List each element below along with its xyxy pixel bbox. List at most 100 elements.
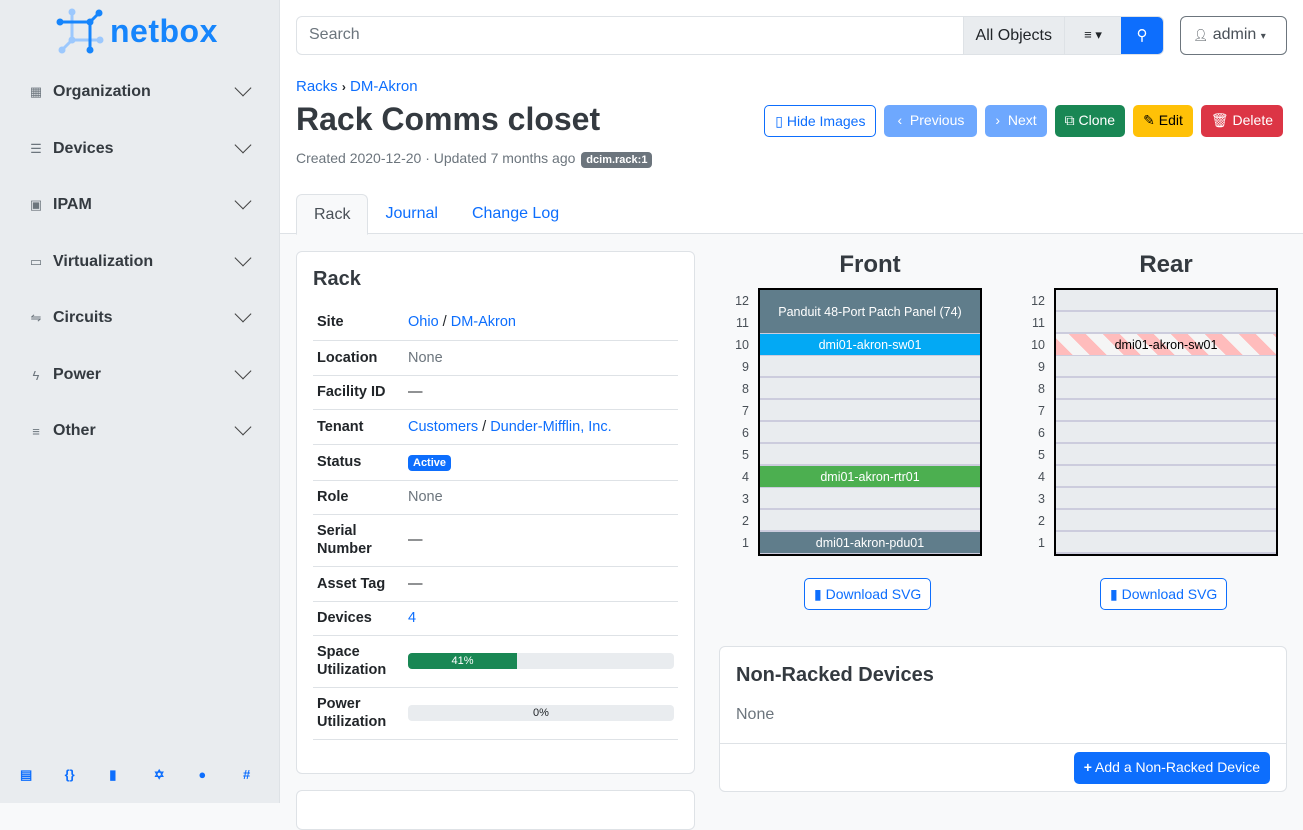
sidebar-item-devices[interactable]: ☰ Devices <box>0 129 279 169</box>
rack-unit-slot[interactable] <box>1056 400 1276 422</box>
download-rear-svg-button[interactable]: ▮ Download SVG <box>1100 578 1228 610</box>
github-icon[interactable]: ● <box>198 767 207 782</box>
rack-unit-slot[interactable] <box>760 444 980 466</box>
chevron-down-icon <box>234 79 252 97</box>
search-button[interactable]: ⚲ <box>1121 17 1163 54</box>
rack-unit-slot[interactable] <box>1056 312 1276 334</box>
rear-elevation-title: Rear <box>1139 251 1193 278</box>
devices-count-link[interactable]: 4 <box>408 610 417 626</box>
sidebar-item-organization[interactable]: ▦ Organization <box>0 72 279 112</box>
site-link[interactable]: DM-Akron <box>450 314 516 331</box>
rack-unit-slot[interactable] <box>760 422 980 444</box>
rack-unit-slot[interactable] <box>1056 378 1276 400</box>
nav-label: Virtualization <box>53 253 154 270</box>
rack-device[interactable]: dmi01-akron-rtr01 <box>760 466 980 487</box>
sidebar-item-ipam[interactable]: ▣ IPAM <box>0 185 279 225</box>
file-image-icon: ▯ <box>775 113 783 129</box>
add-non-racked-device-button[interactable]: + Add a Non-Racked Device <box>1073 752 1270 784</box>
front-rack-elevation: Panduit 48-Port Patch Panel (74) dmi01-ak… <box>758 288 982 556</box>
delete-button[interactable]: 🗑︎ Delete <box>1200 105 1283 137</box>
sidebar-item-circuits[interactable]: ⇋ Circuits <box>0 298 279 338</box>
rack-unit-slot[interactable] <box>1056 422 1276 444</box>
unit-number: 11 <box>1032 316 1045 330</box>
rack-unit-slot[interactable] <box>760 356 980 378</box>
filter-dropdown-icon[interactable]: ≡ ▾ <box>1064 17 1121 54</box>
unit-number: 6 <box>742 426 749 440</box>
tenant-link[interactable]: Dunder-Mifflin, Inc. <box>490 418 612 435</box>
non-racked-devices-card: Non-Racked Devices None + Add a Non-Rack… <box>719 646 1287 792</box>
serial-value: — <box>404 514 678 567</box>
rack-unit-slot[interactable] <box>760 378 980 400</box>
rack-device[interactable]: Panduit 48-Port Patch Panel (74) <box>760 290 980 333</box>
unit-number: 10 <box>1031 338 1045 352</box>
rack-device[interactable]: dmi01-akron-pdu01 <box>760 532 980 553</box>
edit-button[interactable]: ✎ Edit <box>1133 105 1193 137</box>
nav-label: Other <box>53 422 96 439</box>
netbox-logo[interactable]: netbox <box>56 8 218 54</box>
rack-unit-slot[interactable] <box>1056 488 1276 510</box>
download-front-svg-button[interactable]: ▮ Download SVG <box>804 578 932 610</box>
attr-label: Tenant <box>313 409 404 445</box>
sidebar-item-power[interactable]: ϟ Power <box>0 355 279 395</box>
search-input[interactable]: Search <box>309 26 360 43</box>
attr-label: Space Utilization <box>313 635 404 688</box>
unit-number: 7 <box>742 404 749 418</box>
sidebar-item-other[interactable]: ≡ Other <box>0 411 279 451</box>
chevron-down-icon <box>234 192 252 210</box>
server-icon: ☰ <box>30 141 42 156</box>
docs-icon[interactable]: ▮ <box>109 767 117 782</box>
location-value: None <box>404 340 678 376</box>
slack-icon[interactable]: # <box>242 767 251 782</box>
attr-label: Asset Tag <box>313 566 404 602</box>
file-icon: ▮ <box>814 586 822 602</box>
rack-unit-slot[interactable] <box>1056 510 1276 532</box>
label: Delete <box>1232 112 1273 128</box>
rack-unit-slot[interactable] <box>1056 290 1276 312</box>
tenant-group-link[interactable]: Customers <box>408 418 479 435</box>
tab-change-log[interactable]: Change Log <box>471 205 560 222</box>
rack-unit-slot[interactable] <box>1056 444 1276 466</box>
unit-number: 5 <box>1038 448 1045 462</box>
unit-number: 12 <box>1031 294 1045 308</box>
breadcrumb-racks[interactable]: Racks <box>296 78 338 95</box>
sidebar-item-virtualization[interactable]: ▭ Virtualization <box>0 242 279 282</box>
space-utilization-fill: 41% <box>408 653 518 669</box>
tab-rack[interactable]: Rack <box>296 194 369 235</box>
unit-number: 10 <box>735 338 749 352</box>
region-link[interactable]: Ohio <box>408 314 439 331</box>
rack-unit-slot[interactable] <box>760 400 980 422</box>
tab-journal[interactable]: Journal <box>385 205 438 222</box>
graphql-icon[interactable]: ✡ <box>153 767 165 782</box>
api-icon[interactable]: {} <box>64 767 75 782</box>
search-icon: ⚲ <box>1136 27 1148 44</box>
created-updated: Created 2020-12-20 · Updated 7 months ag… <box>296 150 576 166</box>
unit-number: 6 <box>1038 426 1045 440</box>
clone-button[interactable]: ⧉ Clone <box>1054 105 1126 137</box>
logo-text: netbox <box>110 12 218 49</box>
rear-rack-elevation: dmi01-akron-sw01 <box>1054 288 1278 556</box>
label: Edit <box>1158 112 1183 128</box>
user-menu-button[interactable]: 👤︎ admin ▾ <box>1180 16 1287 55</box>
breadcrumb-site[interactable]: DM-Akron <box>350 78 418 95</box>
rack-device[interactable]: dmi01-akron-sw01 <box>760 334 980 355</box>
rack-unit-slot[interactable] <box>1056 356 1276 378</box>
user-icon: 👤︎ <box>1193 28 1209 42</box>
label: Hide Images <box>786 113 866 129</box>
rack-unit-slot[interactable] <box>1056 466 1276 488</box>
username: admin <box>1212 26 1257 43</box>
rack-unit-slot[interactable] <box>760 510 980 532</box>
rack-unit-slot[interactable] <box>1056 532 1276 554</box>
unit-number: 4 <box>742 470 749 484</box>
chevron-down-icon <box>234 249 252 267</box>
book-icon[interactable]: ▤ <box>20 767 33 782</box>
previous-button[interactable]: ‹ Previous <box>884 105 978 137</box>
attr-label: Devices <box>313 601 404 636</box>
search-scope-select[interactable]: All Objects <box>962 17 1064 54</box>
rack-device[interactable]: dmi01-akron-sw01 <box>1056 334 1276 355</box>
rack-unit-slot[interactable] <box>760 488 980 510</box>
hide-images-button[interactable]: ▯ Hide Images <box>764 105 877 137</box>
unit-number: 3 <box>742 492 749 506</box>
next-button[interactable]: › Next <box>985 105 1047 137</box>
lines-icon: ≡ <box>32 423 40 439</box>
unit-number: 11 <box>736 316 749 330</box>
